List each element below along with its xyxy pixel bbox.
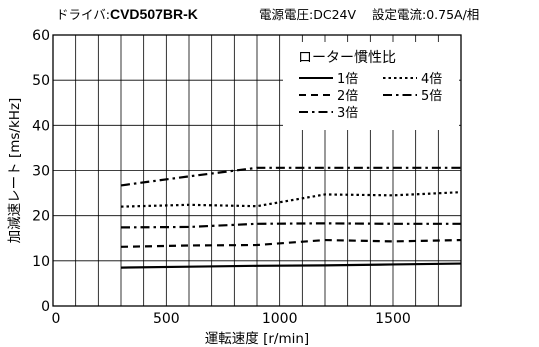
- y-tick-label: 30: [32, 164, 50, 180]
- series-lines: [120, 166, 462, 269]
- legend-label: 2倍: [337, 89, 358, 104]
- driver-model: CVD507BR-K: [109, 6, 198, 22]
- x-tick-label: 1000: [262, 311, 298, 327]
- y-axis-label: 加減速レート [ms/kHz]: [6, 98, 23, 244]
- series-line: [120, 166, 461, 187]
- chart-header-driver: ドライバ:CVD507BR-K: [56, 4, 198, 23]
- legend-label: 4倍: [421, 72, 442, 87]
- chart-header-current: 設定電流:0.75A/相: [372, 7, 480, 22]
- series-line: [120, 191, 462, 208]
- axes: 0 10 20 30 40 50 60 0 500 1000 1500 運転速度 [r/min] 加減速…: [6, 28, 462, 347]
- legend-label: 5倍: [421, 89, 442, 104]
- legend-label: 3倍: [337, 106, 358, 121]
- series-line: [120, 262, 462, 269]
- chart-header-voltage: 電源電圧:DC24V: [259, 7, 357, 22]
- y-tick-label: 60: [32, 28, 50, 44]
- legend-box: [283, 42, 459, 130]
- y-tick-label: 0: [41, 299, 50, 315]
- driver-label: ドライバ:: [56, 7, 110, 22]
- y-tick-label: 50: [32, 73, 50, 89]
- y-tick-label: 10: [32, 254, 50, 270]
- legend-label: 1倍: [337, 72, 358, 87]
- y-tick-label: 20: [32, 209, 50, 225]
- x-tick-label: 0: [52, 311, 61, 327]
- plot-frame: [52, 34, 462, 307]
- legend-title: ローター慣性比: [298, 49, 396, 66]
- series-line: [120, 238, 462, 248]
- series-line: [120, 222, 461, 229]
- legend: ローター慣性比 1倍 4倍 2倍 5倍 3倍: [283, 42, 459, 130]
- y-tick-label: 40: [32, 118, 50, 134]
- x-tick-label: 500: [153, 311, 180, 327]
- x-tick-label: 1500: [375, 311, 411, 327]
- x-axis-label: 運転速度 [r/min]: [205, 331, 309, 347]
